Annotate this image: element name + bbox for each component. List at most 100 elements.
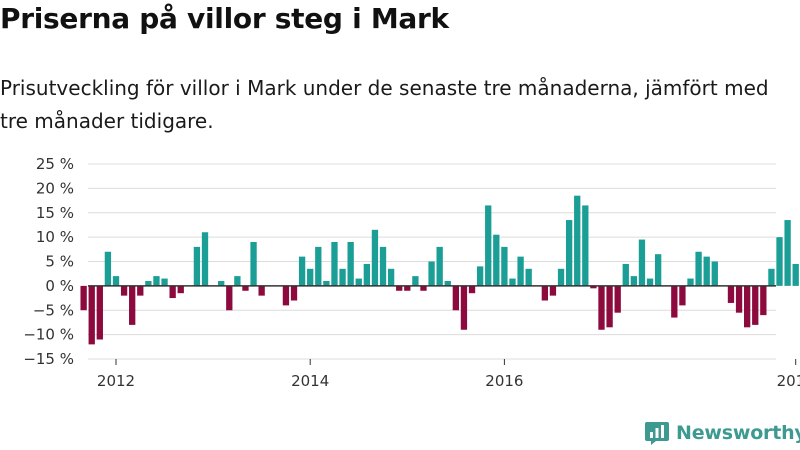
bar <box>582 205 589 286</box>
bar <box>379 246 387 286</box>
x-tick-label: 2014 <box>291 372 329 390</box>
bar <box>323 281 330 286</box>
bar <box>355 278 362 286</box>
bar <box>768 268 775 286</box>
bar <box>436 246 443 286</box>
bar <box>493 234 500 286</box>
bar <box>298 256 306 286</box>
bar <box>201 232 209 286</box>
y-tick-label: −10 % <box>23 326 74 344</box>
y-tick-label: 15 % <box>36 204 74 222</box>
bar <box>630 276 638 286</box>
bar <box>242 285 249 291</box>
page-title: Priserna på villor steg i Mark <box>0 2 449 35</box>
bar <box>363 263 370 286</box>
bar <box>525 268 532 286</box>
bar <box>234 276 241 286</box>
bar <box>420 285 427 291</box>
bar <box>541 285 549 301</box>
bar <box>735 285 743 313</box>
newsworthy-logo-text: Newsworthy <box>676 422 800 444</box>
bar <box>792 263 799 286</box>
bar <box>485 205 492 286</box>
bar <box>638 239 646 286</box>
y-axis-tick-labels: −15 % −10 % −5 % 0 % 5 % 10 % 15 % 20 % 25 % <box>23 155 74 368</box>
bar <box>161 278 168 286</box>
bar <box>120 285 128 296</box>
bar <box>387 268 395 286</box>
bar <box>622 263 629 286</box>
bar <box>371 229 379 286</box>
bar <box>614 285 621 313</box>
bar <box>428 261 435 286</box>
bar <box>250 242 257 286</box>
y-tick-label: −5 % <box>33 301 74 319</box>
bar <box>104 251 112 286</box>
bar <box>169 285 176 299</box>
bar <box>452 285 459 311</box>
bar <box>347 242 354 286</box>
bar <box>476 266 484 286</box>
bar <box>307 268 314 286</box>
bar <box>743 285 751 328</box>
bar <box>784 220 791 286</box>
bar <box>153 276 160 286</box>
bar <box>258 285 265 296</box>
bar <box>145 281 152 286</box>
y-tick-label: 25 % <box>36 155 74 173</box>
y-tick-label: 10 % <box>36 228 74 246</box>
bar <box>574 195 581 286</box>
bar <box>646 278 654 286</box>
bar <box>339 268 346 286</box>
bar <box>671 285 678 318</box>
bar <box>549 285 557 296</box>
bar <box>501 246 508 286</box>
bar <box>557 268 565 286</box>
bar <box>565 220 573 286</box>
bar <box>315 246 322 286</box>
y-tick-label: −15 % <box>23 350 74 368</box>
bar <box>444 281 451 286</box>
bar <box>129 285 136 325</box>
bar <box>96 285 103 340</box>
bar <box>679 285 686 306</box>
bar <box>137 285 144 296</box>
bar <box>396 285 403 291</box>
bar <box>404 285 411 291</box>
bar <box>776 237 783 286</box>
bar <box>282 285 290 306</box>
bars <box>80 195 799 345</box>
newsworthy-logo: Newsworthy <box>644 420 800 446</box>
bar <box>177 285 184 294</box>
bar <box>412 276 419 286</box>
bar <box>727 285 735 303</box>
bar <box>88 285 95 345</box>
bar <box>226 285 233 311</box>
bar <box>606 285 613 328</box>
bar <box>654 254 662 286</box>
y-tick-label: 20 % <box>36 179 74 197</box>
bar <box>460 285 468 330</box>
bar <box>711 261 718 286</box>
bar <box>290 285 298 301</box>
bar <box>760 285 767 316</box>
bar <box>687 278 694 286</box>
bar <box>590 285 597 289</box>
bar <box>218 281 225 286</box>
bar <box>598 285 605 330</box>
x-tick-label: 2019 <box>777 372 800 390</box>
bar <box>517 256 524 286</box>
page-subtitle: Prisutveckling för villor i Mark under d… <box>0 76 769 133</box>
bar <box>80 285 87 311</box>
x-tick-label: 2016 <box>485 372 523 390</box>
newsworthy-logo-icon <box>645 422 669 445</box>
y-tick-label: 0 % <box>45 277 74 295</box>
bar <box>752 285 759 325</box>
y-tick-label: 5 % <box>45 253 74 271</box>
bar <box>193 246 201 286</box>
bar <box>509 278 516 286</box>
bar <box>112 276 120 286</box>
bar-chart: −15 % −10 % −5 % 0 % 5 % 10 % 15 % 20 % 25 % 201… <box>23 155 800 390</box>
x-axis-ticks: 2012201420162019202120232025 <box>97 359 800 390</box>
bar <box>703 256 710 286</box>
